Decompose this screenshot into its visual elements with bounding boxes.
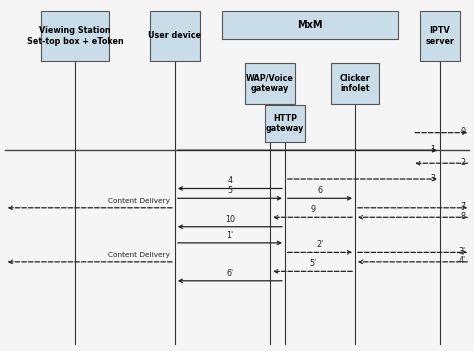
Text: HTTP
gateway: HTTP gateway bbox=[266, 114, 304, 133]
Text: 10: 10 bbox=[225, 214, 235, 224]
Bar bbox=[246, 63, 295, 104]
Text: Content Delivery: Content Delivery bbox=[108, 198, 170, 204]
Bar bbox=[331, 63, 379, 104]
Text: 2': 2' bbox=[316, 240, 324, 249]
Text: 1': 1' bbox=[226, 231, 234, 240]
Bar bbox=[264, 105, 305, 142]
Text: 1: 1 bbox=[430, 145, 435, 154]
Text: MxM: MxM bbox=[297, 20, 323, 30]
Text: 3: 3 bbox=[430, 173, 435, 183]
Text: IPTV
server: IPTV server bbox=[425, 26, 455, 46]
Text: Viewing Station
Set-top box + eToken: Viewing Station Set-top box + eToken bbox=[27, 26, 123, 46]
Text: 9: 9 bbox=[310, 205, 315, 214]
Text: 6': 6' bbox=[226, 269, 234, 278]
Text: Content Delivery: Content Delivery bbox=[108, 252, 170, 258]
Bar bbox=[40, 11, 109, 61]
Text: 2: 2 bbox=[460, 158, 465, 167]
Text: 4: 4 bbox=[228, 176, 232, 185]
Text: Clicker
infolet: Clicker infolet bbox=[340, 74, 370, 93]
Bar bbox=[150, 11, 200, 61]
Text: 3': 3' bbox=[458, 247, 465, 256]
Text: 5: 5 bbox=[228, 186, 232, 195]
Text: 8: 8 bbox=[460, 212, 465, 221]
Text: 4': 4' bbox=[458, 256, 465, 265]
Text: User device: User device bbox=[148, 32, 201, 40]
Text: 7: 7 bbox=[460, 202, 465, 211]
Text: 6: 6 bbox=[318, 186, 322, 195]
Text: 0: 0 bbox=[460, 127, 465, 136]
Text: 5': 5' bbox=[309, 259, 316, 268]
Text: WAP/Voice
gateway: WAP/Voice gateway bbox=[246, 74, 294, 93]
Bar bbox=[222, 11, 398, 39]
Bar bbox=[420, 11, 460, 61]
